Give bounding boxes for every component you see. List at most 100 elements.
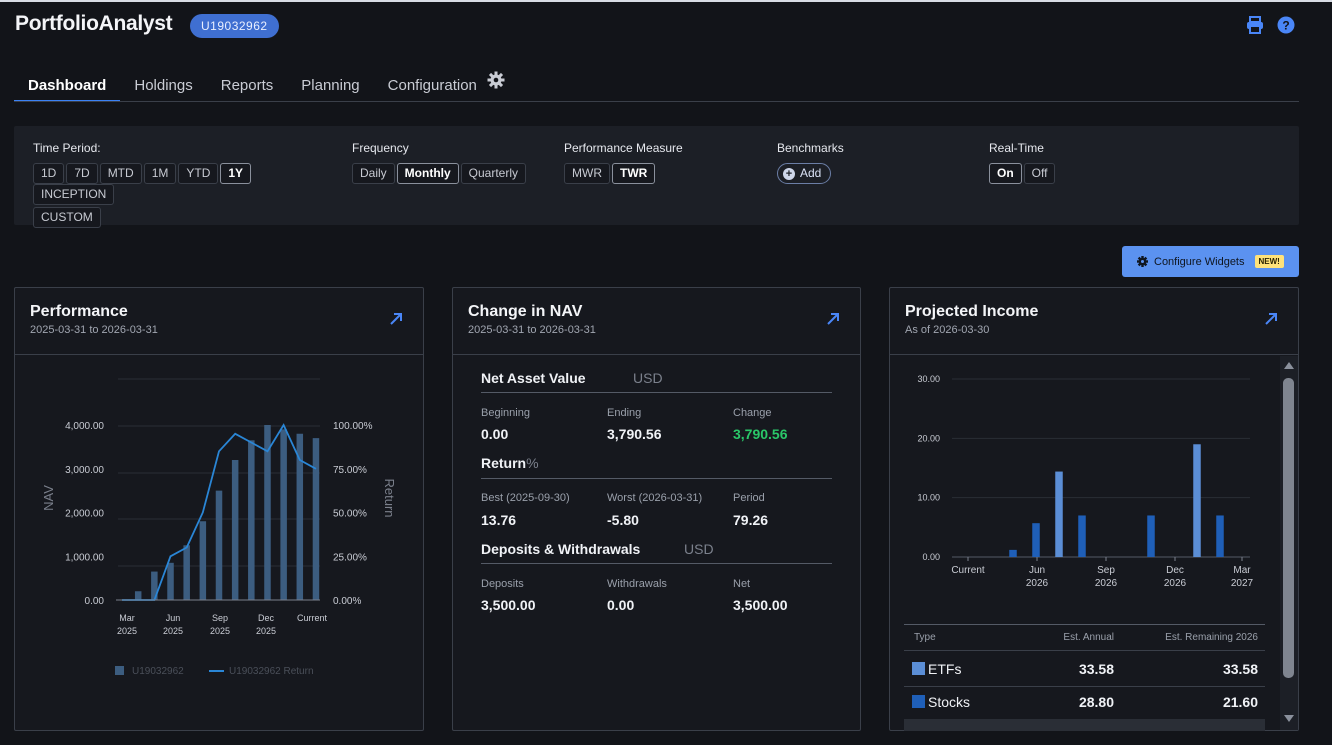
y2-tick-label: 100.00% — [333, 421, 373, 432]
realtime-on[interactable]: On — [989, 163, 1022, 184]
total-row — [904, 719, 1265, 731]
change-label: Change — [733, 407, 772, 419]
x-tick-label: Dec — [258, 613, 275, 623]
net-label: Net — [733, 578, 751, 590]
performance-card: Performance 2025-03-31 to 2026-03-31 0.0… — [14, 287, 424, 731]
time-1y[interactable]: 1Y — [220, 163, 252, 184]
x-tick-label: Dec — [1166, 565, 1184, 576]
etfs-annual: 33.58 — [1078, 661, 1114, 677]
freq-monthly[interactable]: Monthly — [396, 163, 459, 184]
worst-value: -5.80 — [607, 512, 639, 528]
tabs-divider — [14, 101, 1299, 102]
time-1m[interactable]: 1M — [143, 163, 177, 184]
gear-icon[interactable] — [487, 71, 505, 89]
add-benchmark-button[interactable]: + Add — [777, 163, 832, 184]
change-nav-range: 2025-03-31 to 2026-03-31 — [468, 324, 596, 336]
time-custom[interactable]: CUSTOM — [33, 207, 101, 228]
withdrawals-value: 0.00 — [607, 597, 635, 613]
configure-widgets-button[interactable]: Configure Widgets NEW! — [1122, 246, 1299, 277]
realtime-off[interactable]: Off — [1023, 163, 1056, 184]
performance-chart: 0.00 1,000.00 2,000.00 3,000.00 4,000.00 0.00… — [41, 378, 397, 677]
nav-bar — [183, 545, 190, 600]
x-tick-year: 2026 — [1095, 578, 1118, 589]
beginning-label: Beginning — [481, 407, 530, 419]
beginning-value: 0.00 — [481, 426, 509, 442]
time-inception[interactable]: INCEPTION — [33, 184, 115, 205]
expand-arrow-icon[interactable] — [826, 312, 840, 326]
projected-income-card: Projected Income As of 2026-03-30 0.00 10… — [889, 287, 1299, 731]
account-badge[interactable]: U19032962 — [190, 14, 279, 38]
add-benchmark-label: Add — [800, 166, 822, 180]
scrollbar[interactable] — [1280, 356, 1298, 730]
x-tick-year: 2025 — [163, 626, 183, 636]
legend-return[interactable]: U19032962 Return — [229, 666, 314, 677]
x-tick-label: Mar — [119, 613, 135, 623]
time-ytd[interactable]: YTD — [178, 163, 219, 184]
performance-measure-group: MWR TWR — [564, 163, 657, 184]
performance-title: Performance — [30, 303, 128, 320]
time-mtd[interactable]: MTD — [99, 163, 142, 184]
col-remaining: Est. Remaining 2026 — [1165, 632, 1258, 643]
nav-bar — [280, 429, 287, 600]
deposits-heading: Deposits & Withdrawals — [481, 541, 641, 557]
x-tick-year: 2026 — [1164, 578, 1187, 589]
freq-quarterly[interactable]: Quarterly — [460, 163, 527, 184]
projected-income-title: Projected Income — [905, 303, 1039, 320]
legend-swatch — [115, 666, 124, 675]
help-icon[interactable]: ? — [1277, 16, 1295, 34]
print-icon[interactable] — [1246, 16, 1264, 34]
deposits-value: 3,500.00 — [481, 597, 536, 613]
tab-dashboard[interactable]: Dashboard — [14, 72, 121, 102]
period-value: 79.26 — [733, 512, 769, 528]
plus-icon: + — [783, 167, 795, 180]
stocks-bar — [1078, 515, 1086, 557]
ending-value: 3,790.56 — [607, 426, 662, 442]
nav-unit: USD — [633, 370, 663, 386]
tab-configuration[interactable]: Configuration — [387, 77, 477, 94]
nav-heading: Net Asset Value — [481, 370, 586, 386]
net-value: 3,500.00 — [733, 597, 788, 613]
expand-arrow-icon[interactable] — [1264, 312, 1278, 326]
nav-bar — [199, 521, 207, 600]
x-tick-label: Sep — [1097, 565, 1115, 576]
stocks-bar — [1216, 515, 1224, 557]
tab-reports[interactable]: Reports — [220, 77, 274, 94]
etfs-bar — [1055, 471, 1063, 557]
return-heading: Return% — [481, 455, 539, 471]
measure-mwr[interactable]: MWR — [564, 163, 610, 184]
expand-arrow-icon[interactable] — [389, 312, 403, 326]
table-row: Stocks 28.80 21.60 — [904, 687, 1265, 719]
income-chart: 0.00 10.00 20.00 30.00 Current Jun 2026 Sep 2026… — [917, 374, 1254, 589]
y-tick-label: 30.00 — [917, 374, 940, 384]
y-tick-label: 20.00 — [917, 433, 940, 443]
freq-daily[interactable]: Daily — [352, 163, 395, 184]
legend-nav[interactable]: U19032962 — [132, 666, 184, 677]
return-unit: % — [526, 455, 539, 471]
y-tick-label: 0.00 — [85, 596, 105, 607]
nav-bar — [231, 460, 239, 600]
tab-holdings[interactable]: Holdings — [134, 77, 193, 94]
type-stocks: Stocks — [912, 694, 970, 710]
ending-label: Ending — [607, 407, 642, 419]
change-value: 3,790.56 — [733, 426, 788, 442]
time-1d[interactable]: 1D — [33, 163, 65, 184]
y-tick-label: 2,000.00 — [65, 509, 104, 520]
real-time-label: Real-Time — [989, 141, 1044, 155]
time-7d[interactable]: 7D — [66, 163, 98, 184]
nav-bar — [296, 433, 304, 600]
measure-twr[interactable]: TWR — [612, 163, 656, 184]
x-tick-year: 2025 — [117, 626, 137, 636]
stocks-bar — [1032, 523, 1040, 557]
scroll-up-icon[interactable] — [1283, 360, 1295, 370]
projected-income-as-of: As of 2026-03-30 — [905, 324, 990, 336]
best-label: Best (2025-09-30) — [481, 492, 570, 504]
tab-planning[interactable]: Planning — [301, 77, 360, 94]
x-tick-year: 2027 — [1231, 578, 1254, 589]
scroll-down-icon[interactable] — [1283, 714, 1295, 724]
gear-icon — [1137, 256, 1148, 267]
nav-bar — [151, 571, 158, 600]
benchmarks-label: Benchmarks — [777, 141, 844, 155]
scroll-thumb[interactable] — [1283, 378, 1294, 678]
y2-tick-label: 50.00% — [333, 509, 367, 520]
filter-bar: Time Period: 1D 7D MTD 1M YTD 1Y INCEPTION CUS… — [14, 126, 1299, 228]
